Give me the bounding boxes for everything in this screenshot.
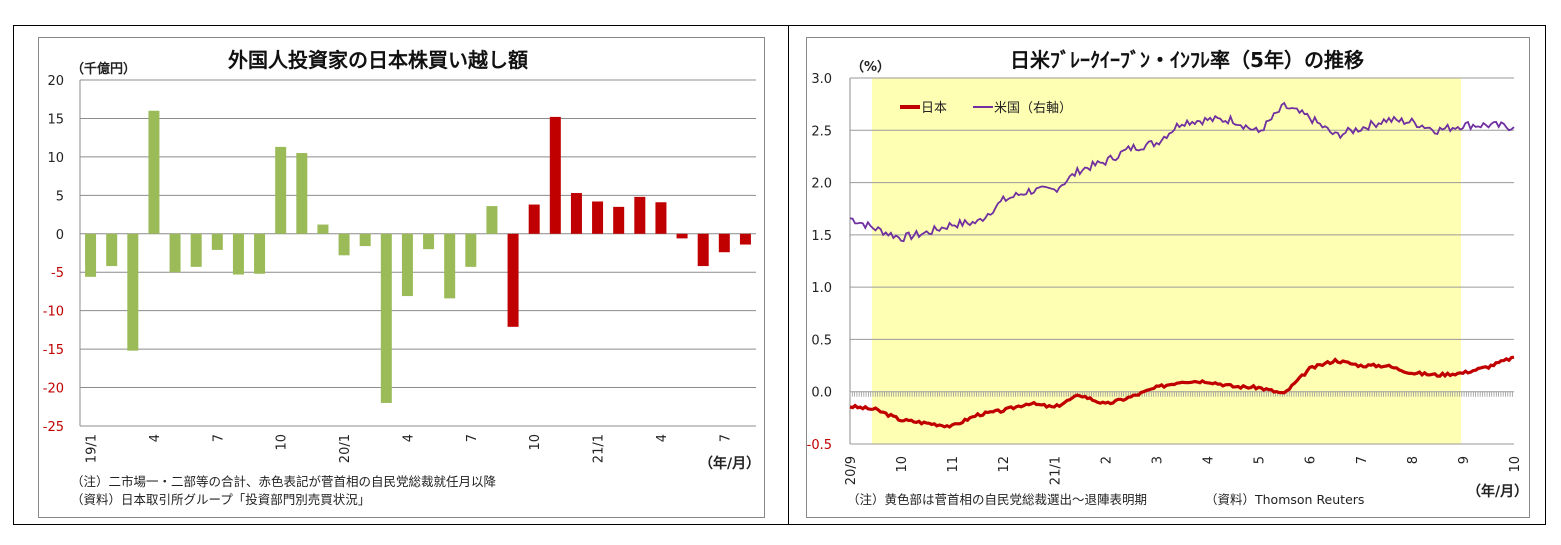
bar xyxy=(634,196,646,234)
y-tick-label: 1.5 xyxy=(811,229,832,244)
chart-source: （資料）Thomson Reuters xyxy=(1205,492,1364,507)
chart-source: （資料）日本取引所グループ「投資部門別売買状況」 xyxy=(71,492,370,507)
shaded-period xyxy=(872,78,1461,444)
japan-series-line xyxy=(849,355,1515,429)
x-tick-label: 19/1 xyxy=(85,434,100,463)
bar xyxy=(507,233,519,327)
bar-chart: 20 15 10 5 0 -5 -10 -15 -20 -25 19/1 4 7 10 20/1 4 7 10 21… xyxy=(43,48,760,507)
y-tick-label: 20 xyxy=(47,74,64,89)
y-tick-label: -15 xyxy=(43,343,64,358)
bar xyxy=(275,146,287,234)
x-tick-label: 20/1 xyxy=(338,434,353,463)
x-tick-label: 7 xyxy=(718,434,733,442)
x-tick-label: 4 xyxy=(401,434,416,442)
y-tick-label: 1.0 xyxy=(811,281,832,296)
bar xyxy=(148,110,160,234)
x-tick-label: 4 xyxy=(148,434,163,442)
legend-us-label: 米国（右軸） xyxy=(994,101,1072,116)
chart-note: （注）黄色部は菅首相の自民党総裁選出～退陣表明期 xyxy=(847,492,1147,507)
x-tick-label: 7 xyxy=(1355,456,1370,464)
y-tick-label: -0.5 xyxy=(807,438,832,453)
bar xyxy=(338,233,350,256)
x-tick-label: 21/1 xyxy=(1048,456,1063,485)
x-tick-label: 8 xyxy=(1406,456,1421,464)
bar xyxy=(169,233,181,273)
bar xyxy=(296,153,308,234)
y-tick-label: 2.0 xyxy=(811,177,832,192)
y-axis-unit: （%） xyxy=(851,59,890,75)
chart-title: 日米ﾌﾞﾚｰｸｲｰﾌﾞﾝ・ｲﾝﾌﾚ率（5年）の推移 xyxy=(1010,48,1364,72)
y-tick-label: -25 xyxy=(43,420,64,435)
bar xyxy=(739,233,751,245)
y-tick-label: 0.5 xyxy=(811,333,832,348)
x-tick-label: 9 xyxy=(1457,456,1472,464)
y-tick-label: 10 xyxy=(47,151,64,166)
bar xyxy=(486,206,498,234)
panel-divider xyxy=(788,25,789,525)
bar xyxy=(423,233,435,250)
bar xyxy=(697,233,709,267)
us-series-line xyxy=(849,101,1515,243)
y-tick-label: 0.0 xyxy=(811,386,832,401)
bar xyxy=(106,233,118,267)
bar xyxy=(549,116,561,234)
y-tick-label: -20 xyxy=(43,382,64,397)
x-tick-label: 7 xyxy=(465,434,480,442)
x-tick-label: 4 xyxy=(1202,456,1217,464)
x-tick-label: 10 xyxy=(895,456,910,473)
figure-frame xyxy=(13,25,1546,525)
y-tick-label: 2.5 xyxy=(811,124,832,139)
bar xyxy=(613,206,625,234)
y-tick-label: -10 xyxy=(43,305,64,320)
x-tick-label: 5 xyxy=(1253,456,1268,464)
y-tick-label: 3.0 xyxy=(811,72,832,87)
line-chart-panel: 3.0 2.5 2.0 1.5 1.0 0.5 0.0 -0.5 20/9 10 11 12 21/1 2… xyxy=(806,37,1530,518)
bar xyxy=(528,204,540,234)
bar xyxy=(465,233,477,267)
bar xyxy=(85,233,97,277)
x-tick-label: 12 xyxy=(997,456,1012,473)
x-tick-label: 10 xyxy=(528,434,543,451)
x-tick-label: 11 xyxy=(946,456,961,473)
legend-japan-label: 日本 xyxy=(921,101,947,116)
bar xyxy=(232,233,244,275)
x-axis-unit: （年/月） xyxy=(1467,483,1528,500)
bar xyxy=(444,233,456,299)
bar xyxy=(592,201,604,234)
bar xyxy=(211,233,223,250)
x-tick-label: 3 xyxy=(1150,456,1165,464)
x-tick-label: 20/9 xyxy=(844,456,859,485)
y-tick-label: 15 xyxy=(47,112,64,127)
x-tick-label: 7 xyxy=(211,434,226,442)
bar xyxy=(380,233,392,403)
x-tick-label: 10 xyxy=(275,434,290,451)
bar xyxy=(570,193,582,234)
bar xyxy=(676,233,688,239)
bar xyxy=(401,233,413,297)
x-tick-label: 10 xyxy=(1508,456,1523,473)
chart-title: 外国人投資家の日本株買い越し額 xyxy=(228,48,528,72)
bar xyxy=(718,233,730,253)
y-axis-unit: （千億円） xyxy=(71,61,136,77)
x-tick-label: 4 xyxy=(655,434,670,442)
chart-note: （注）二市場一・二部等の合計、赤色表記が菅首相の自民党総裁就任月以降 xyxy=(71,474,497,489)
bar xyxy=(127,233,139,351)
bar xyxy=(190,233,202,267)
y-tick-label: -5 xyxy=(51,266,64,281)
line-chart: 3.0 2.5 2.0 1.5 1.0 0.5 0.0 -0.5 20/9 10 11 12 21/1 2… xyxy=(807,48,1528,507)
x-tick-label: 6 xyxy=(1304,456,1319,464)
x-tick-label: 21/1 xyxy=(592,434,607,463)
y-tick-label: 5 xyxy=(56,189,64,204)
x-tick-label: 2 xyxy=(1099,456,1114,464)
y-tick-label: 0 xyxy=(56,228,64,243)
bar xyxy=(317,224,329,234)
bar-chart-panel: 20 15 10 5 0 -5 -10 -15 -20 -25 19/1 4 7 10 20/1 4 7 10 21… xyxy=(38,37,765,518)
bar xyxy=(655,202,667,234)
bar xyxy=(359,233,371,247)
x-axis-unit: （年/月） xyxy=(699,455,760,472)
bar xyxy=(254,233,266,274)
